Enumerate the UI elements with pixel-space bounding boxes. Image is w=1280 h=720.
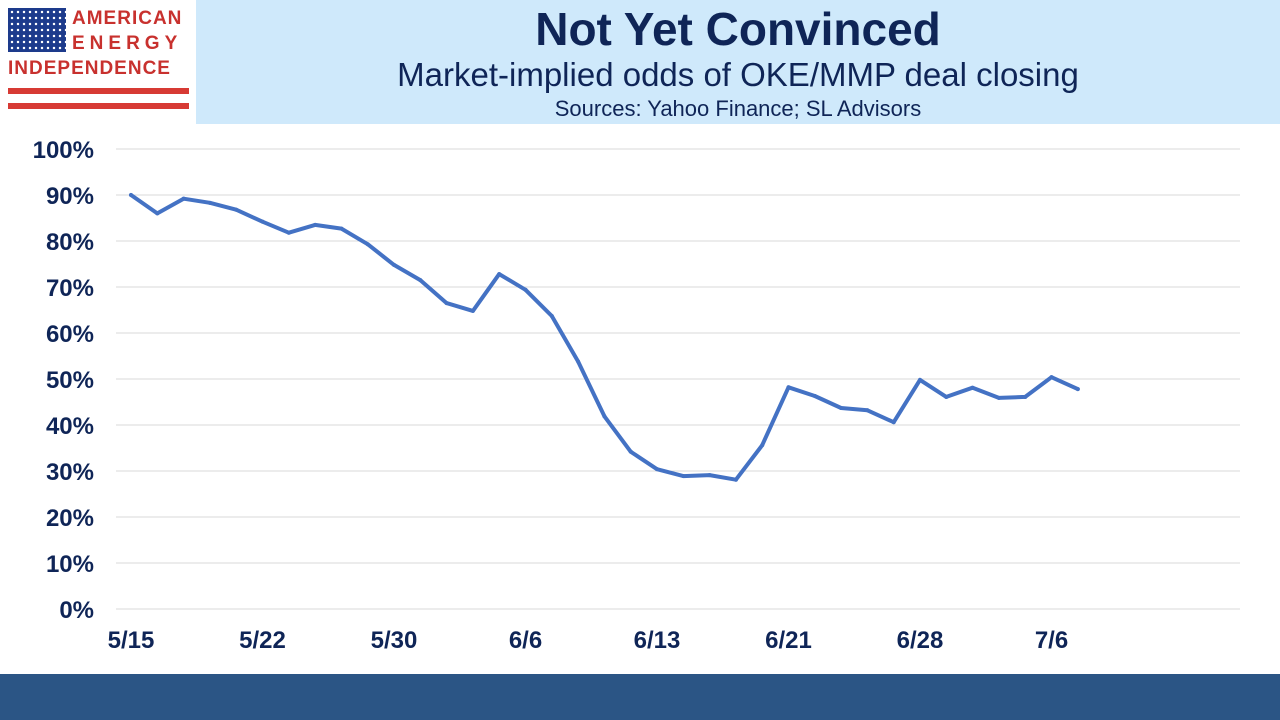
- chart-title: Not Yet Convinced: [535, 3, 941, 55]
- data-point: [760, 443, 765, 448]
- data-point: [602, 414, 607, 419]
- logo-line-2: ENERGY: [72, 33, 183, 54]
- header-band: [196, 0, 1280, 124]
- x-tick-label: 7/6: [1035, 627, 1068, 654]
- data-point: [207, 200, 212, 205]
- x-tick-label: 5/22: [239, 627, 286, 654]
- logo-line-1: AMERICAN: [72, 8, 183, 29]
- data-point: [339, 226, 344, 231]
- series-line: [129, 193, 1080, 482]
- logo: AMERICAN ENERGY INDEPENDENCE: [0, 0, 196, 124]
- y-tick-label: 0%: [59, 597, 94, 624]
- data-point: [996, 395, 1001, 400]
- x-tick-label: 6/28: [897, 627, 944, 654]
- data-point: [155, 211, 160, 216]
- data-point: [549, 313, 554, 318]
- data-point: [707, 473, 712, 478]
- data-point: [523, 287, 528, 292]
- y-axis-ticks: 100% 90% 80% 70% 60% 50% 40% 30% 20% 10% 0%: [33, 137, 94, 624]
- data-point: [497, 272, 502, 277]
- y-tick-label: 10%: [46, 551, 94, 578]
- data-point: [1023, 394, 1028, 399]
- y-tick-label: 90%: [46, 183, 94, 210]
- data-point: [1049, 375, 1054, 380]
- data-point: [918, 377, 922, 382]
- y-tick-label: 70%: [46, 275, 94, 302]
- data-point: [865, 408, 870, 413]
- data-point: [365, 242, 370, 247]
- data-point: [812, 394, 817, 399]
- data-point: [681, 474, 686, 479]
- data-point: [628, 449, 633, 454]
- y-tick-label: 80%: [46, 229, 94, 256]
- x-axis-ticks: 5/15 5/22 5/30 6/6 6/13 6/21 6/28 7/6: [108, 627, 1069, 654]
- data-point: [944, 394, 949, 399]
- logo-line-3: INDEPENDENCE: [8, 58, 171, 79]
- data-point: [839, 405, 844, 410]
- flag-icon: [8, 8, 66, 52]
- data-point: [733, 477, 738, 482]
- data-point: [891, 420, 896, 425]
- y-tick-label: 100%: [33, 137, 94, 164]
- y-tick-label: 50%: [46, 367, 94, 394]
- x-tick-label: 5/30: [371, 627, 418, 654]
- data-point: [970, 385, 975, 390]
- data-point: [418, 278, 423, 283]
- data-point: [470, 308, 475, 313]
- line-chart: 100%90%80%70%60%50%40%30%20%10%0% 5/15 5/…: [33, 137, 1240, 654]
- data-point: [655, 467, 659, 472]
- y-tick-label: 20%: [46, 505, 94, 532]
- logo-stripe: [8, 88, 189, 94]
- gridlines: [116, 148, 1240, 610]
- y-tick-label: 30%: [46, 459, 94, 486]
- data-point: [181, 196, 186, 201]
- footer-bar: [0, 674, 1280, 720]
- logo-stripe: [8, 103, 189, 109]
- data-point: [444, 301, 449, 306]
- data-point: [129, 193, 133, 197]
- x-tick-label: 6/6: [509, 627, 542, 654]
- data-point: [313, 222, 318, 227]
- data-point: [286, 230, 291, 235]
- y-tick-label: 60%: [46, 321, 94, 348]
- x-tick-label: 5/15: [108, 627, 155, 654]
- data-point: [1075, 387, 1080, 392]
- chart-subtitle: Market-implied odds of OKE/MMP deal clos…: [397, 56, 1079, 93]
- x-tick-label: 6/21: [765, 627, 812, 654]
- data-point: [392, 262, 396, 267]
- data-point: [260, 219, 265, 224]
- data-point: [234, 207, 239, 212]
- y-tick-label: 40%: [46, 413, 94, 440]
- chart-source: Sources: Yahoo Finance; SL Advisors: [554, 96, 922, 121]
- data-point: [786, 385, 791, 390]
- series-group: [129, 193, 1080, 482]
- x-tick-label: 6/13: [634, 627, 681, 654]
- data-point: [576, 359, 581, 364]
